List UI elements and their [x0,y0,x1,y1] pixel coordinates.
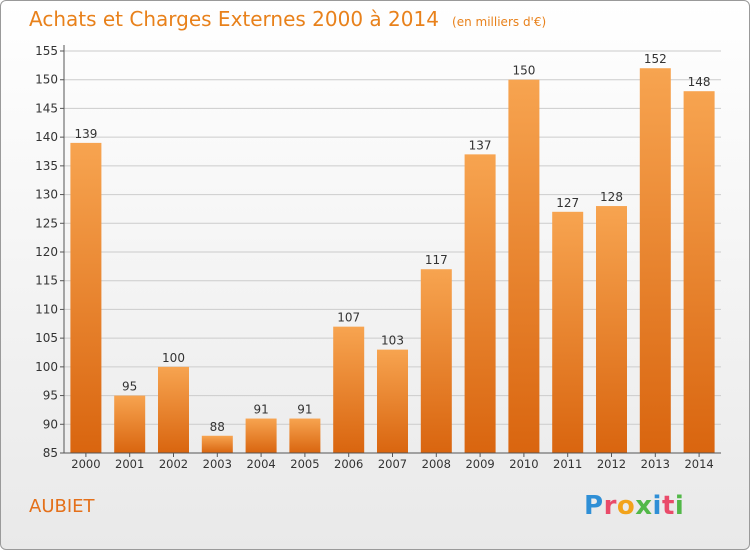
bar [377,349,408,453]
chart-title: Achats et Charges Externes 2000 à 2014 [29,7,439,31]
x-tick-label: 2002 [159,457,188,471]
logo-letter: i [652,491,662,521]
y-axis-ticks: 85 90 95 100 105 110 115 120 125 130 135 140 145 150 1… [35,44,64,460]
y-tick-label: 135 [35,159,58,173]
bar-value-label: 152 [644,52,667,66]
bar [464,154,496,453]
commune-name: AUBIET [29,496,95,517]
bar [201,435,233,453]
x-tick-label: 2012 [597,457,626,471]
bar [333,326,365,453]
bar [289,418,321,453]
x-tick-label: 2003 [203,457,232,471]
logo-letter: r [603,491,617,521]
bar [552,211,584,453]
y-tick-label: 130 [35,188,58,202]
y-tick-label: 85 [43,446,58,460]
bar-value-label: 91 [297,403,312,417]
proxiti-logo[interactable]: Proxiti [584,491,684,521]
data-labels: 139 95 100 88 91 91 107 103 117 137 150 127 128 152 14… [74,52,710,434]
logo-letter: x [635,491,653,521]
y-tick-label: 105 [35,331,58,345]
bar [245,418,277,453]
bar [114,395,146,453]
logo-letter: i [674,491,685,521]
x-tick-label: 2006 [334,457,363,471]
bar [508,79,540,453]
logo-letter: o [616,491,636,521]
bars [70,68,715,453]
x-tick-label: 2011 [553,457,582,471]
x-tick-label: 2010 [509,457,538,471]
bar-value-label: 137 [469,138,492,152]
logo-letter: P [584,491,604,521]
bar-value-label: 117 [425,253,448,267]
x-tick-label: 2005 [290,457,319,471]
logo-letter: t [661,491,675,521]
bar-value-label: 127 [556,196,579,210]
bar-value-label: 100 [162,351,185,365]
bar-value-label: 88 [210,420,225,434]
bar [683,91,715,453]
bar-value-label: 150 [512,64,535,78]
x-tick-label: 2001 [115,457,144,471]
y-tick-label: 95 [43,389,58,403]
x-tick-label: 2009 [465,457,494,471]
y-tick-label: 115 [35,274,58,288]
bar-value-label: 103 [381,334,404,348]
bar [158,366,189,453]
y-tick-label: 110 [35,302,58,316]
x-axis-ticks: 2000 2001 2002 2003 2004 2005 2006 2007 2008 2009… [71,453,714,471]
bar-value-label: 139 [74,127,97,141]
bar [70,142,102,453]
y-tick-label: 125 [35,216,58,230]
y-tick-label: 155 [35,44,58,58]
bar-value-label: 148 [688,75,711,89]
title-row: Achats et Charges Externes 2000 à 2014 (… [29,7,546,31]
x-tick-label: 2004 [246,457,275,471]
y-tick-label: 90 [43,417,58,431]
x-tick-label: 2013 [641,457,670,471]
y-tick-label: 100 [35,360,58,374]
axes [63,45,721,454]
x-tick-label: 2007 [378,457,407,471]
bar-value-label: 95 [122,380,137,394]
y-tick-label: 150 [35,73,58,87]
x-tick-label: 2014 [684,457,713,471]
y-tick-label: 140 [35,130,58,144]
bar-value-label: 91 [253,403,268,417]
bar-value-label: 128 [600,190,623,204]
x-tick-label: 2000 [71,457,100,471]
y-tick-label: 145 [35,101,58,115]
bar [639,68,671,453]
bar [420,269,452,453]
x-tick-label: 2008 [422,457,451,471]
y-tick-label: 120 [35,245,58,259]
bar [596,206,627,453]
chart-subtitle: (en milliers d'€) [452,15,547,29]
bar-value-label: 107 [337,311,360,325]
